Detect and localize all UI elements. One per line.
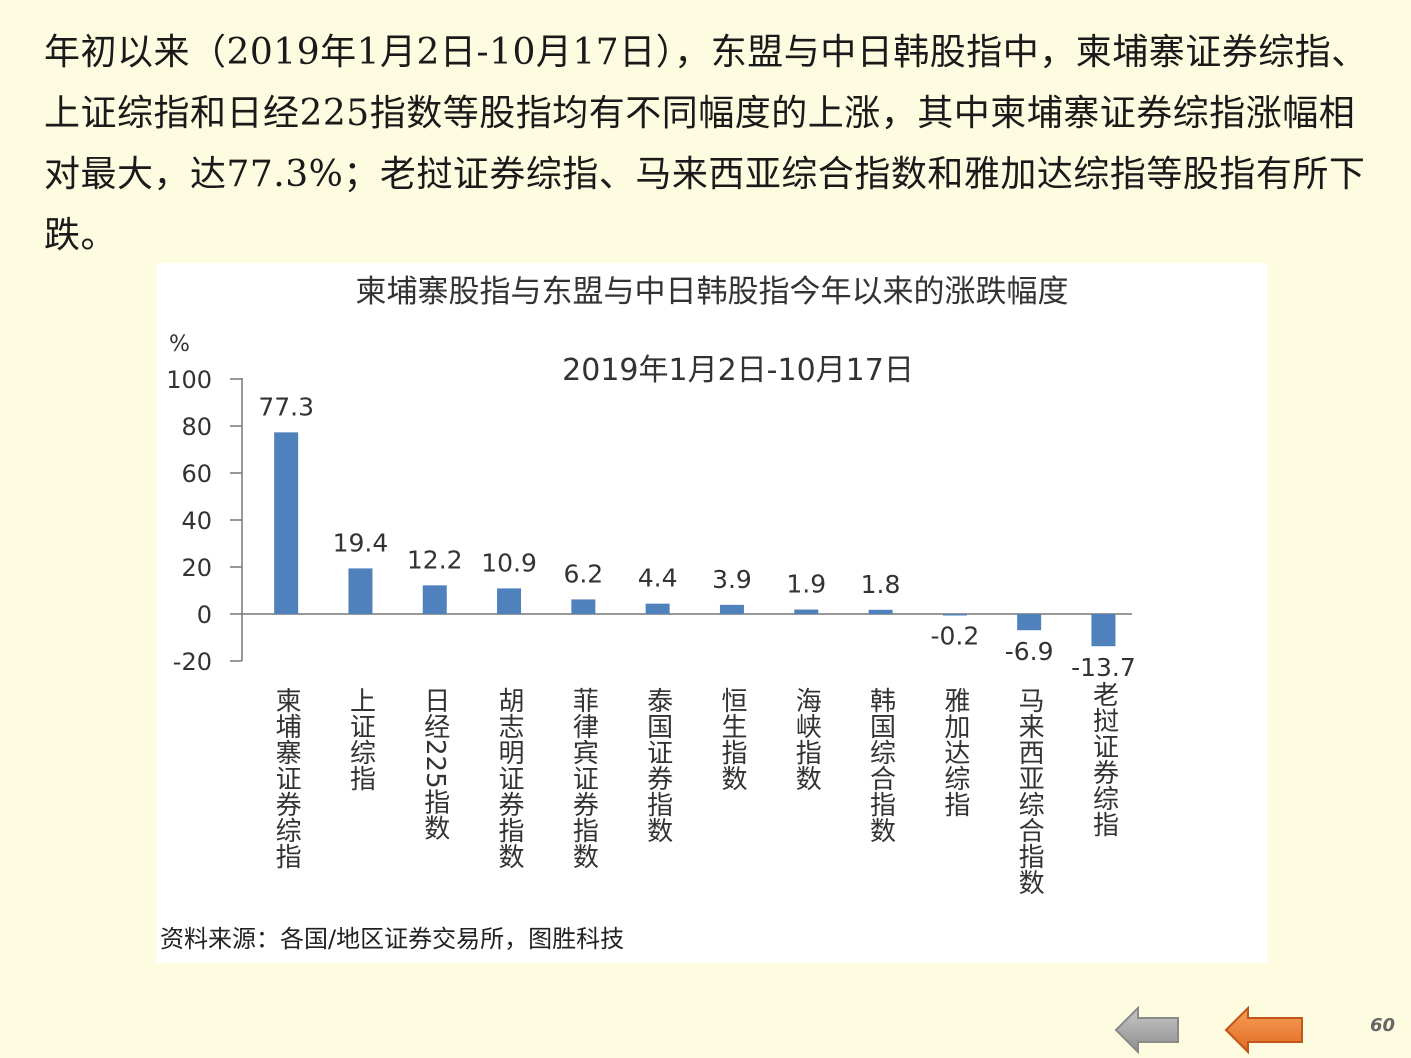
chart-title: 柬埔寨股指与东盟与中日韩股指今年以来的涨跌幅度: [356, 274, 1069, 310]
intro-paragraph: 年初以来（2019年1月2日-10月17日），东盟与中日韩股指中，柬埔寨证券综指…: [44, 32, 1368, 256]
x-category-label: 雅加达综指: [940, 687, 970, 817]
bar: [571, 599, 596, 614]
x-category-label: 柬埔寨证券综指: [271, 687, 301, 869]
bar: [719, 604, 744, 614]
bar-value-label: 1.9: [786, 570, 826, 599]
next-page-arrow-icon[interactable]: [1224, 1006, 1306, 1054]
bar-value-label: 6.2: [563, 559, 603, 588]
y-tick-label: 100: [166, 366, 212, 394]
y-tick-label: 60: [181, 460, 212, 488]
page-number: 60: [1370, 1015, 1396, 1036]
x-category-label: 上证综指: [345, 687, 375, 791]
bar: [274, 432, 299, 614]
y-axis-unit-label: %: [169, 332, 190, 357]
bar: [794, 609, 819, 614]
bar: [645, 603, 670, 614]
bar-value-label: 1.8: [861, 570, 901, 599]
chart-panel: 柬埔寨股指与东盟与中日韩股指今年以来的涨跌幅度 2019年1月2日-10月17日…: [157, 263, 1267, 963]
x-category-label: 日经225指数: [420, 687, 450, 841]
bar-value-label: 19.4: [333, 528, 389, 557]
x-category-label: 马来西亚综合指数: [1014, 687, 1044, 895]
previous-page-arrow-icon[interactable]: [1114, 1006, 1182, 1054]
x-category-label: 胡志明证券指数: [494, 687, 524, 869]
source-note: 资料来源：各国/地区证券交易所，图胜科技: [160, 925, 625, 953]
bar: [868, 609, 893, 614]
y-tick-label: -20: [173, 648, 212, 676]
y-tick-label: 80: [181, 413, 212, 441]
x-category-label: 海峡指数: [791, 687, 821, 791]
bar-value-label: 4.4: [638, 564, 678, 593]
bar-value-label: -13.7: [1071, 653, 1136, 682]
bar-value-label: -0.2: [930, 621, 979, 650]
x-category-label: 恒生指数: [717, 687, 747, 791]
bar: [1017, 614, 1042, 631]
x-category-label: 菲律宾证券指数: [568, 687, 598, 869]
bar-value-label: 12.2: [407, 545, 463, 574]
x-category-label: 泰国证券指数: [643, 687, 673, 843]
bar-value-label: 3.9: [712, 565, 752, 594]
bar: [1091, 614, 1116, 647]
bar-chart: 柬埔寨股指与东盟与中日韩股指今年以来的涨跌幅度 2019年1月2日-10月17日…: [166, 274, 1136, 895]
y-tick-label: 0: [197, 601, 212, 629]
bar-value-label: 10.9: [481, 548, 537, 577]
x-category-label: 韩国综合指数: [866, 687, 896, 843]
bar: [348, 568, 373, 614]
chart-subtitle: 2019年1月2日-10月17日: [562, 353, 914, 388]
bar-value-label: -6.9: [1005, 637, 1054, 666]
bar: [497, 588, 522, 614]
bar: [422, 585, 447, 614]
bar: [942, 614, 967, 616]
y-tick-label: 40: [181, 507, 212, 535]
x-category-label: 老挝证券综指: [1088, 681, 1118, 837]
y-tick-label: 20: [181, 554, 212, 582]
bar-value-label: 77.3: [258, 392, 314, 421]
